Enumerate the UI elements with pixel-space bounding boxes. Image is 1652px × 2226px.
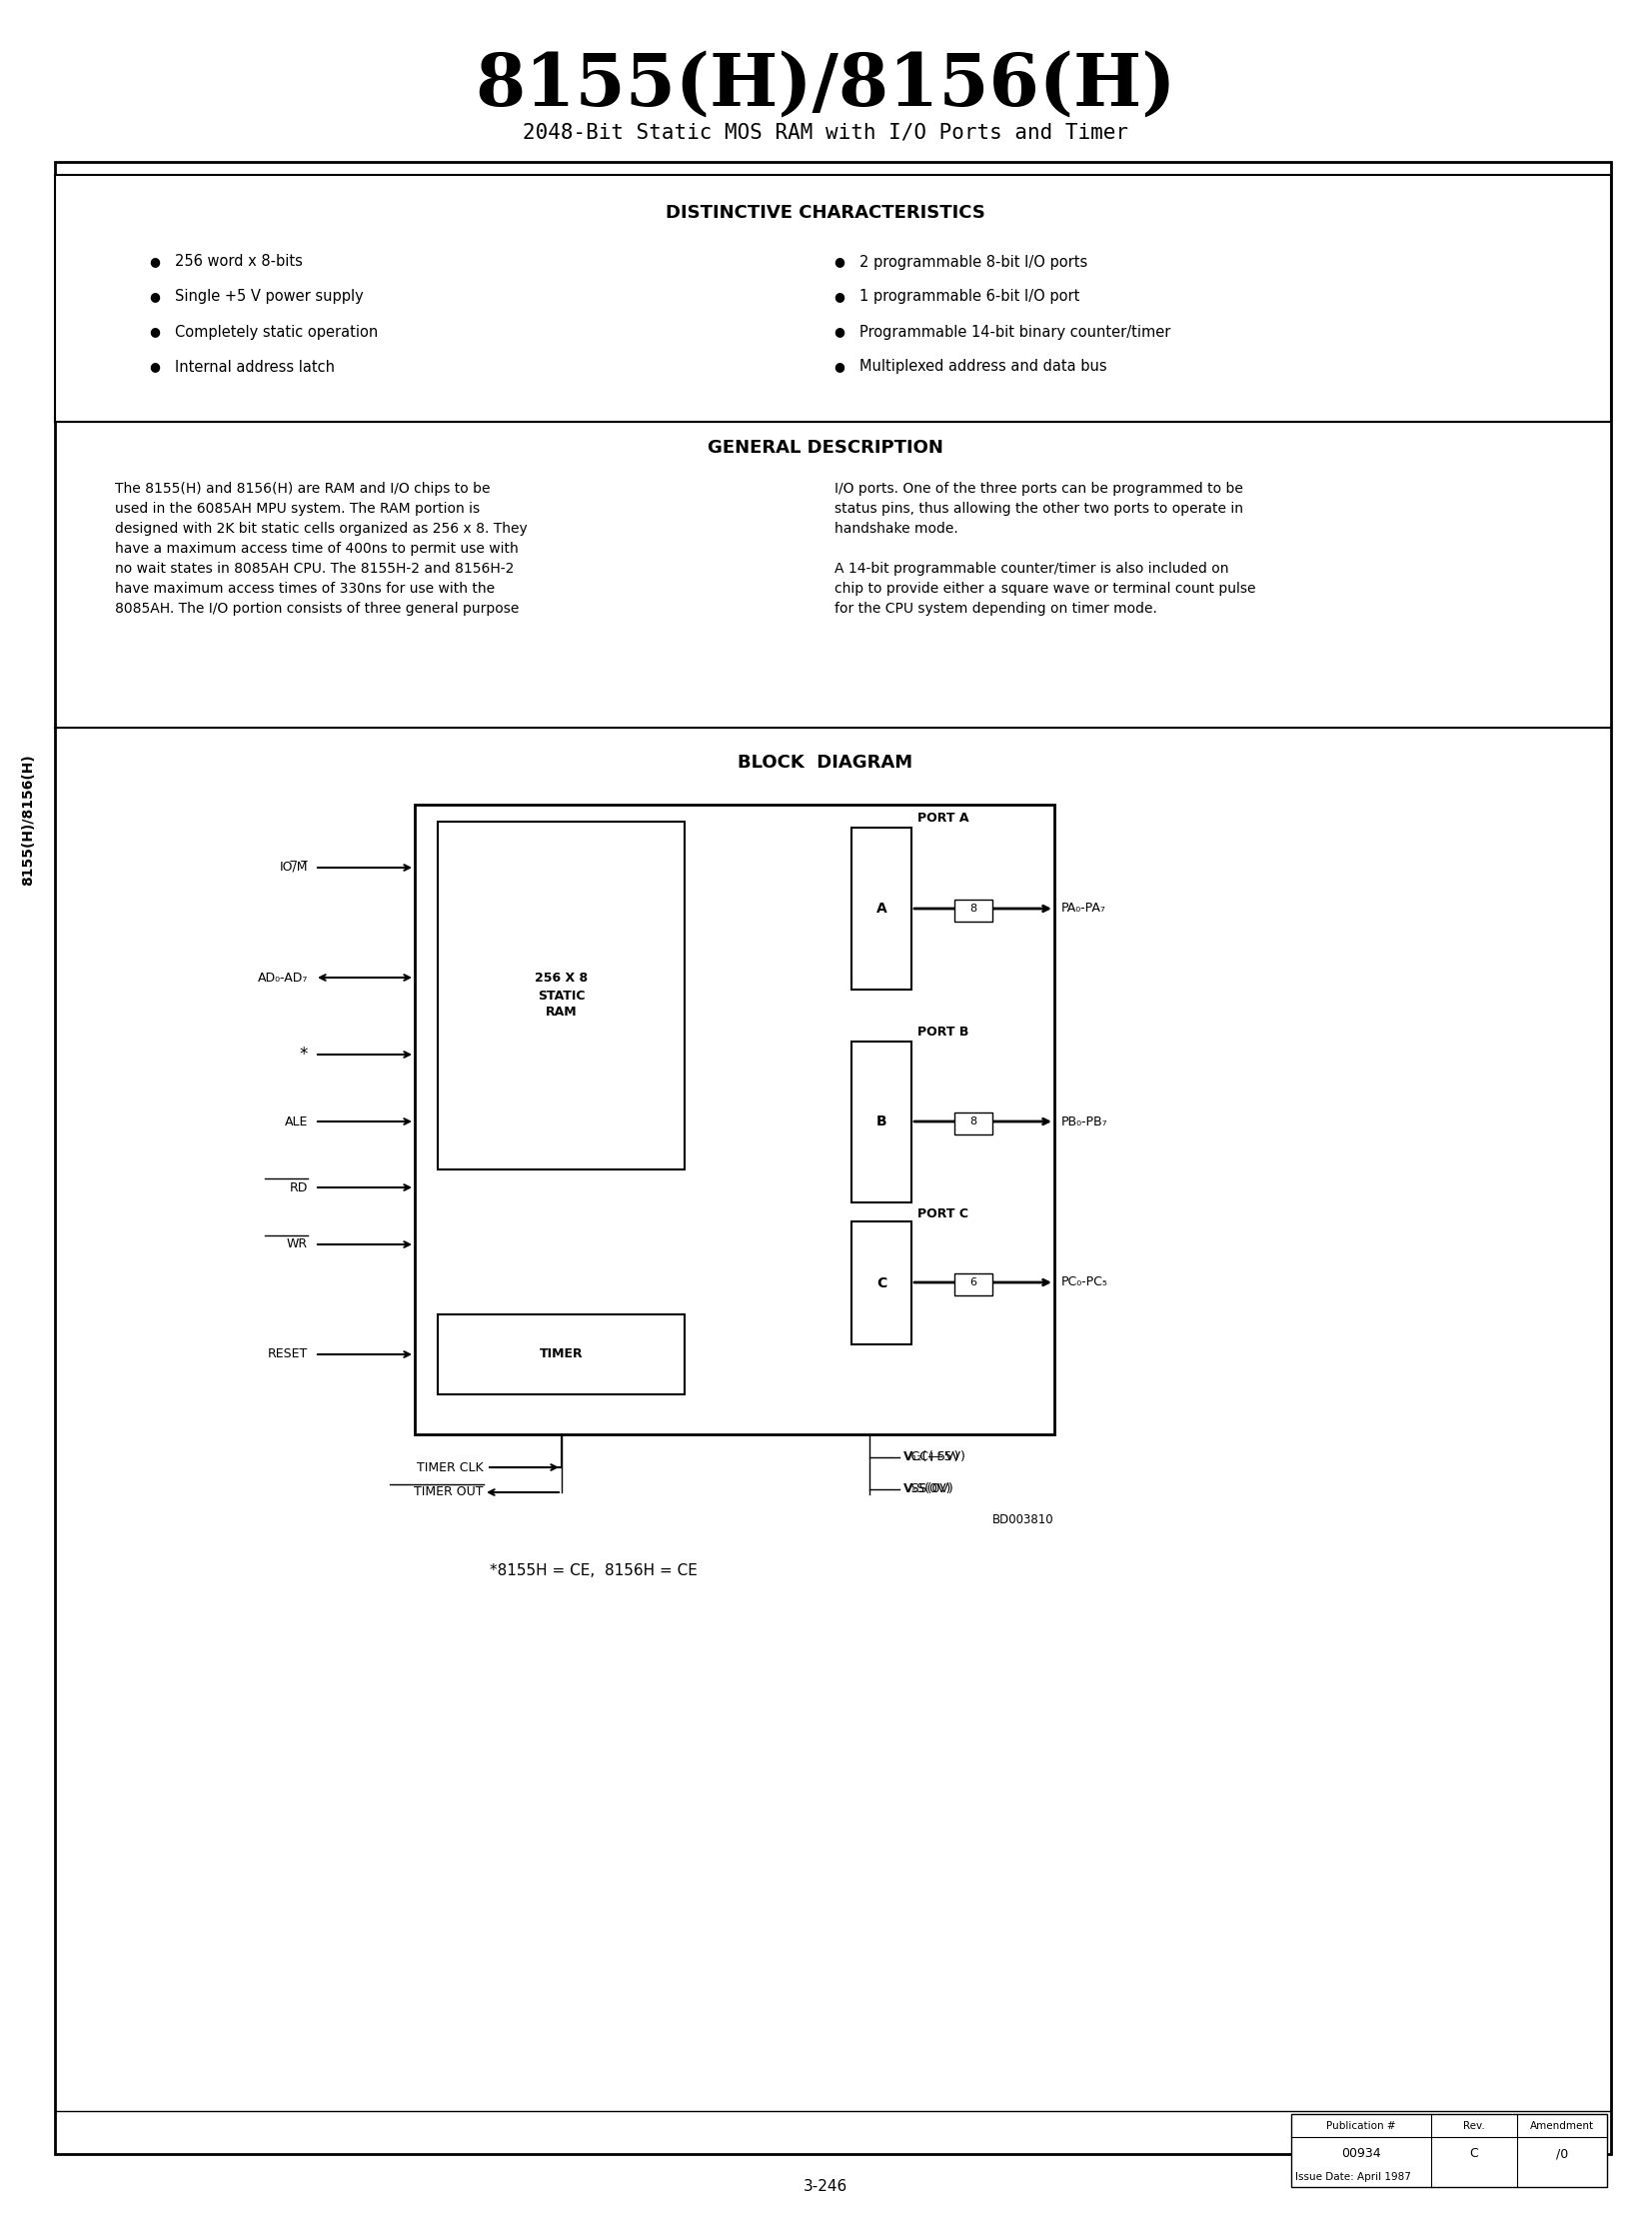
- Bar: [438, 821, 684, 1169]
- Bar: [55, 162, 1611, 2155]
- Text: VₛS(0V): VₛS(0V): [904, 1483, 952, 1496]
- Text: The 8155(H) and 8156(H) are RAM and I/O chips to be
used in the 6085AH MPU syste: The 8155(H) and 8156(H) are RAM and I/O …: [116, 481, 527, 617]
- Text: I/O ports. One of the three ports can be programmed to be
status pins, thus allo: I/O ports. One of the three ports can be…: [834, 481, 1256, 617]
- Text: DISTINCTIVE CHARACTERISTICS: DISTINCTIVE CHARACTERISTICS: [666, 205, 985, 223]
- Text: TIMER CLK: TIMER CLK: [416, 1460, 484, 1474]
- Text: GENERAL DESCRIPTION: GENERAL DESCRIPTION: [707, 439, 943, 456]
- Text: VSS(0V): VSS(0V): [904, 1483, 955, 1496]
- Text: ●: ●: [149, 361, 160, 374]
- Text: TIMER: TIMER: [539, 1349, 583, 1360]
- Text: Rev.: Rev.: [1464, 2121, 1485, 2130]
- Text: 00934: 00934: [1341, 2148, 1381, 2161]
- Text: *: *: [299, 1046, 307, 1064]
- Text: AD₀-AD₇: AD₀-AD₇: [258, 971, 307, 984]
- Text: 8155(H)/8156(H): 8155(H)/8156(H): [476, 49, 1176, 120]
- Text: Publication #: Publication #: [1327, 2121, 1396, 2130]
- Text: ●: ●: [834, 256, 844, 269]
- Text: PORT A: PORT A: [917, 810, 970, 824]
- Text: ●: ●: [834, 325, 844, 338]
- Text: 8: 8: [970, 904, 976, 913]
- Bar: [1292, 2115, 1607, 2186]
- Bar: [851, 1222, 912, 1345]
- Text: PA₀-PA₇: PA₀-PA₇: [1061, 902, 1107, 915]
- Text: Multiplexed address and data bus: Multiplexed address and data bus: [859, 358, 1107, 374]
- Text: RESET: RESET: [268, 1349, 307, 1360]
- Text: V₁₂(+5V): V₁₂(+5V): [904, 1451, 960, 1465]
- Text: ●: ●: [834, 289, 844, 303]
- Text: C: C: [1470, 2148, 1479, 2161]
- Text: PORT B: PORT B: [917, 1024, 968, 1037]
- Text: B: B: [876, 1115, 887, 1129]
- Text: Completely static operation: Completely static operation: [175, 325, 378, 338]
- Text: 2048-Bit Static MOS RAM with I/O Ports and Timer: 2048-Bit Static MOS RAM with I/O Ports a…: [522, 122, 1128, 142]
- Text: RD: RD: [289, 1182, 307, 1193]
- Text: Amendment: Amendment: [1530, 2121, 1594, 2130]
- Text: *8155H = CE,  8156H = CE: *8155H = CE, 8156H = CE: [489, 1565, 697, 1578]
- Text: ●: ●: [149, 256, 160, 269]
- Bar: [851, 828, 912, 991]
- Text: 256 X 8
STATIC
RAM: 256 X 8 STATIC RAM: [535, 973, 588, 1020]
- Text: 8: 8: [970, 1117, 976, 1126]
- Text: Internal address latch: Internal address latch: [175, 358, 335, 374]
- Text: PC₀-PC₅: PC₀-PC₅: [1061, 1275, 1108, 1289]
- Bar: [438, 1313, 684, 1393]
- Text: 1 programmable 6-bit I/O port: 1 programmable 6-bit I/O port: [859, 289, 1080, 305]
- Bar: [955, 1113, 993, 1135]
- Text: BLOCK  DIAGRAM: BLOCK DIAGRAM: [738, 755, 914, 772]
- Text: Issue Date: April 1987: Issue Date: April 1987: [1295, 2173, 1411, 2181]
- Text: Programmable 14-bit binary counter/timer: Programmable 14-bit binary counter/timer: [859, 325, 1171, 338]
- Text: PORT C: PORT C: [917, 1209, 968, 1220]
- Text: 256 word x 8-bits: 256 word x 8-bits: [175, 254, 302, 269]
- Text: PB₀-PB₇: PB₀-PB₇: [1061, 1115, 1108, 1129]
- Text: ●: ●: [834, 361, 844, 374]
- Text: BD003810: BD003810: [993, 1514, 1054, 1525]
- Bar: [851, 1042, 912, 1202]
- Text: A: A: [876, 902, 887, 915]
- Text: 8155(H)/8156(H): 8155(H)/8156(H): [21, 755, 35, 886]
- Text: /0: /0: [1556, 2148, 1568, 2161]
- Text: WR: WR: [287, 1238, 307, 1251]
- Bar: [55, 176, 1611, 421]
- Text: 3-246: 3-246: [803, 2179, 847, 2195]
- Text: ALE: ALE: [284, 1115, 307, 1129]
- Text: 2 programmable 8-bit I/O ports: 2 programmable 8-bit I/O ports: [859, 254, 1087, 269]
- Text: Single +5 V power supply: Single +5 V power supply: [175, 289, 363, 305]
- Text: IO/̅M̅: IO/̅M̅: [279, 861, 307, 875]
- Bar: [415, 804, 1054, 1434]
- Bar: [955, 899, 993, 922]
- Text: ●: ●: [149, 325, 160, 338]
- Text: ●: ●: [149, 289, 160, 303]
- Text: C: C: [876, 1275, 887, 1289]
- Text: 6: 6: [970, 1278, 976, 1287]
- Bar: [955, 1273, 993, 1296]
- Text: VCC(+5V): VCC(+5V): [904, 1451, 966, 1465]
- Text: TIMER OUT: TIMER OUT: [415, 1485, 484, 1498]
